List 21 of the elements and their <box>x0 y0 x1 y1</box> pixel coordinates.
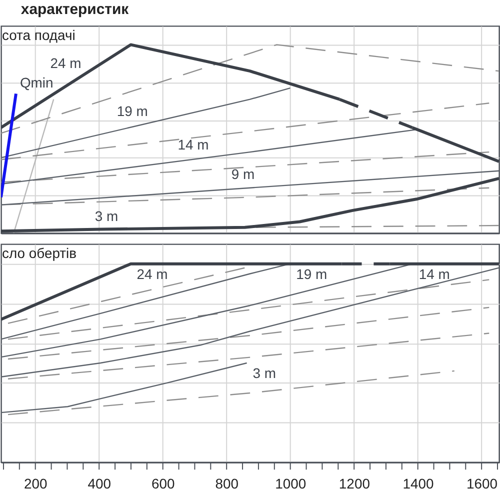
y-axis-title: сота подачі <box>2 26 76 43</box>
annotation: 14 m <box>178 136 209 153</box>
annotation: 19 m <box>116 102 148 119</box>
x-tick-label: 1400 <box>402 476 434 492</box>
annotation: 24 m <box>136 266 168 282</box>
x-tick-label: 1200 <box>338 476 370 492</box>
x-tick-label: 800 <box>215 476 239 492</box>
series-label: Qmin <box>20 74 54 91</box>
annotation: 9 m <box>231 166 255 182</box>
chart-title: характеристик <box>20 0 130 18</box>
x-tick-label: 1000 <box>275 476 306 492</box>
series-label: 19 m <box>296 266 328 282</box>
series-label: 3 m <box>252 364 276 381</box>
series-label: 14 m <box>418 266 450 282</box>
annotation: 3 m <box>94 208 118 224</box>
x-tick-label: 400 <box>88 476 112 492</box>
x-tick-label: 600 <box>152 476 176 492</box>
x-tick-label: 1600 <box>466 476 498 492</box>
y-axis-title: сло обертів <box>2 244 77 261</box>
annotation: 24 m <box>50 55 82 72</box>
x-tick-label: 200 <box>24 476 48 492</box>
